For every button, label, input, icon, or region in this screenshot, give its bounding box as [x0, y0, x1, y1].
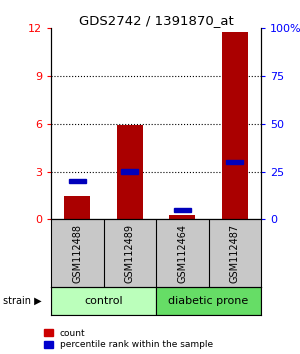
Text: GSM112489: GSM112489 [125, 224, 135, 282]
Bar [51, 287, 156, 315]
Bar [174, 208, 191, 212]
Bar [169, 215, 195, 219]
Text: GSM112488: GSM112488 [72, 224, 82, 282]
Bar [117, 126, 143, 219]
Bar [226, 160, 243, 164]
Bar [121, 170, 138, 174]
Text: GSM112487: GSM112487 [230, 223, 240, 283]
Bar [64, 195, 90, 219]
Text: strain ▶: strain ▶ [3, 296, 42, 306]
Legend: count, percentile rank within the sample: count, percentile rank within the sample [44, 329, 213, 349]
Text: control: control [84, 296, 123, 306]
Bar [222, 32, 248, 219]
Bar [156, 287, 261, 315]
Text: diabetic prone: diabetic prone [168, 296, 249, 306]
Text: GSM112464: GSM112464 [177, 224, 187, 282]
Title: GDS2742 / 1391870_at: GDS2742 / 1391870_at [79, 14, 233, 27]
Bar [69, 179, 86, 183]
